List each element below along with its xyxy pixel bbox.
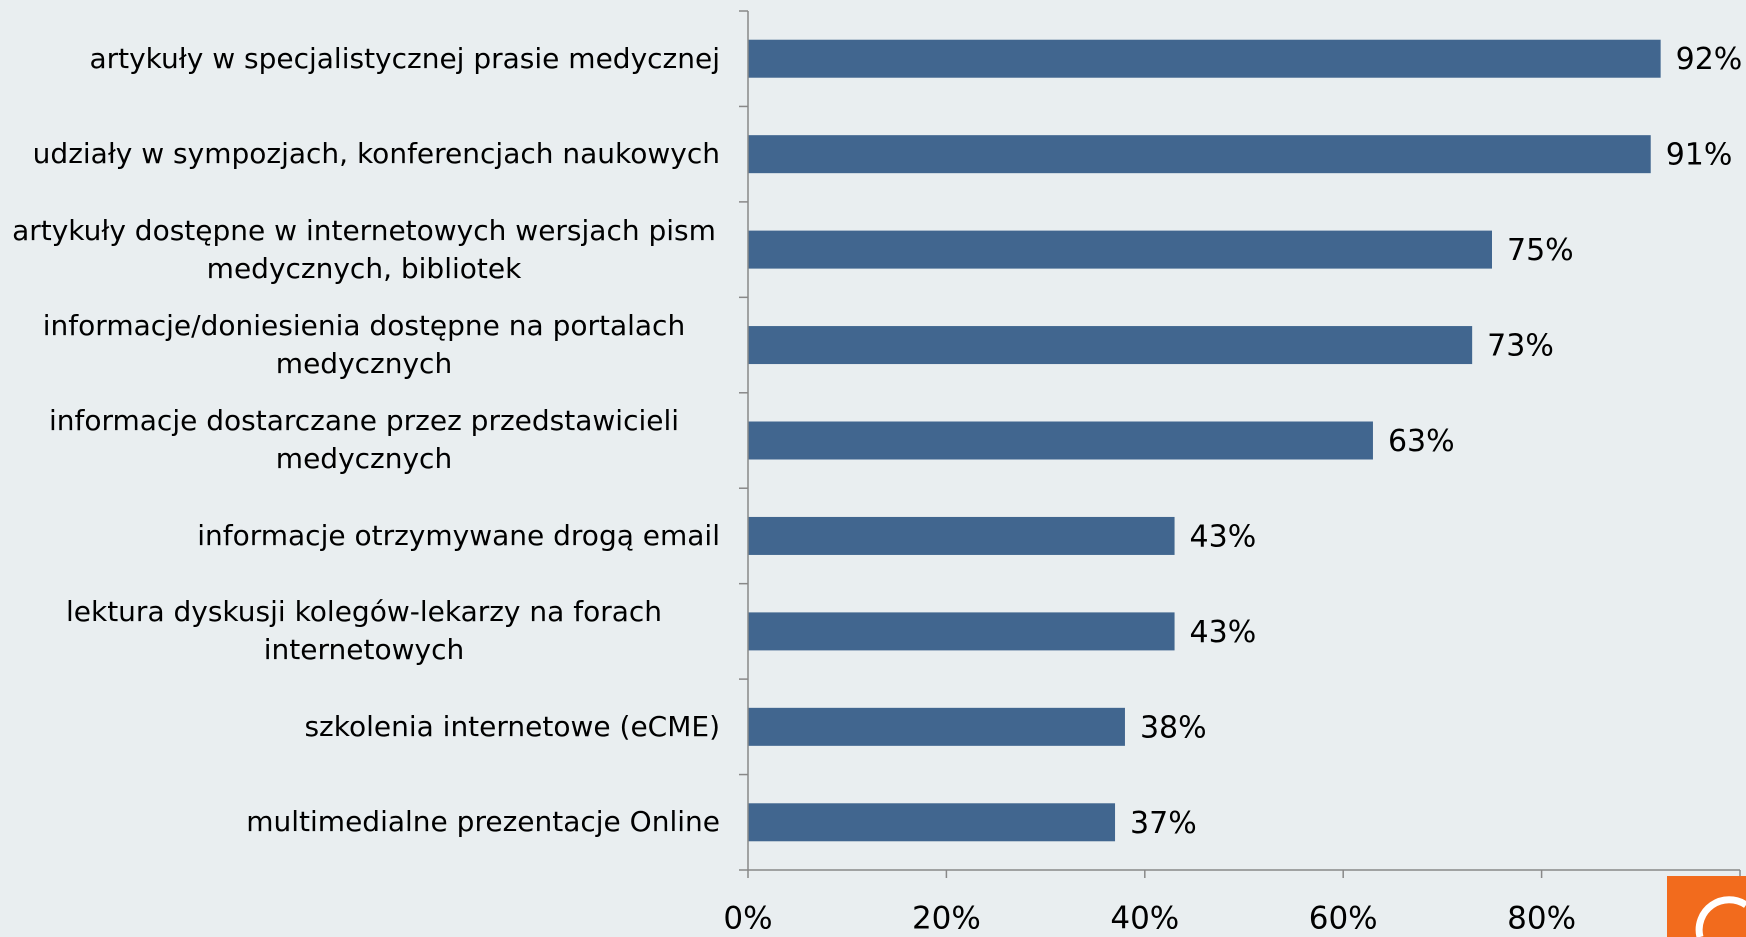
- value-label: 63%: [1388, 424, 1455, 459]
- category-label: artykuły w specjalistycznej prasie medyc…: [89, 41, 720, 75]
- category-label-box: lektura dyskusji kolegów-lekarzy na fora…: [0, 584, 720, 679]
- category-label: informacje otrzymywane drogą email: [197, 518, 720, 552]
- category-label: lektura dyskusji kolegów-lekarzy na fora…: [65, 595, 663, 667]
- value-label: 37%: [1130, 806, 1197, 841]
- bar: [748, 803, 1116, 842]
- bar: [748, 516, 1175, 555]
- bar: [748, 326, 1473, 365]
- category-label: szkolenia internetowe (eCME): [304, 709, 720, 743]
- logo-mark: [1695, 896, 1746, 937]
- value-label: 43%: [1190, 519, 1257, 554]
- bar: [748, 612, 1175, 651]
- x-tick-label: 0%: [723, 901, 772, 937]
- value-label: 43%: [1190, 615, 1257, 650]
- x-tick-label: 60%: [1309, 901, 1378, 937]
- value-label: 75%: [1507, 233, 1574, 268]
- x-tick-label: 20%: [912, 901, 981, 937]
- x-tick-label: 80%: [1507, 901, 1576, 937]
- value-label: 91%: [1666, 138, 1733, 173]
- value-label: 73%: [1487, 329, 1554, 364]
- bar: [748, 39, 1661, 78]
- x-tick-label: 40%: [1110, 901, 1179, 937]
- category-label: multimedialne prezentacje Online: [246, 805, 720, 839]
- category-label-box: artykuły dostępne w internetowych wersja…: [0, 202, 720, 297]
- category-label-box: szkolenia internetowe (eCME): [0, 679, 720, 774]
- category-label-box: informacje dostarczane przez przedstawic…: [0, 393, 720, 488]
- value-label: 92%: [1676, 42, 1743, 77]
- bar: [748, 135, 1651, 174]
- category-label-box: udziały w sympozjach, konferencjach nauk…: [0, 106, 720, 201]
- bar: [748, 707, 1125, 746]
- value-label: 38%: [1140, 710, 1207, 745]
- category-label: artykuły dostępne w internetowych wersja…: [12, 213, 716, 285]
- category-label: udziały w sympozjach, konferencjach nauk…: [32, 137, 720, 171]
- category-label-box: informacje/doniesienia dostępne na porta…: [0, 297, 720, 392]
- category-label-box: multimedialne prezentacje Online: [0, 775, 720, 870]
- category-label-box: artykuły w specjalistycznej prasie medyc…: [0, 11, 720, 106]
- category-label-box: informacje otrzymywane drogą email: [0, 488, 720, 583]
- bar: [748, 230, 1492, 269]
- category-label: informacje dostarczane przez przedstawic…: [48, 404, 680, 476]
- category-label: informacje/doniesienia dostępne na porta…: [42, 309, 686, 381]
- bar: [748, 421, 1373, 460]
